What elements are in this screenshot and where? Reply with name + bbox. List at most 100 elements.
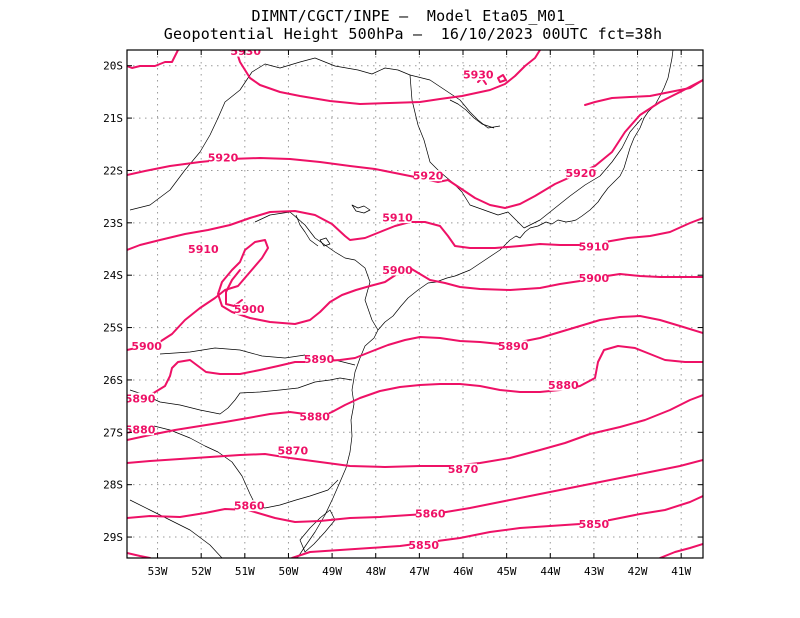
contour-label: 5930 bbox=[463, 69, 494, 82]
contour-label-bg bbox=[464, 69, 493, 81]
x-tick-label: 51W bbox=[235, 565, 255, 578]
x-tick-label: 41W bbox=[671, 565, 691, 578]
contour-label-bg bbox=[235, 500, 264, 512]
contour-5930-main bbox=[235, 50, 541, 105]
x-tick-label: 47W bbox=[409, 565, 429, 578]
contour-label: 5930 bbox=[230, 45, 261, 58]
reservoir-mg bbox=[449, 99, 495, 129]
contour-5880 bbox=[127, 345, 703, 441]
x-tick-label: 53W bbox=[148, 565, 168, 578]
contour-label: 5880 bbox=[125, 424, 156, 437]
contour-label: 5850 bbox=[408, 539, 439, 552]
contour-labels: 5930 5930 5920 5920 5920 5910 5910 5910 5900 5900… bbox=[125, 45, 610, 552]
contour-label-bg bbox=[231, 50, 260, 57]
contour-label: 5900 bbox=[382, 264, 413, 277]
contour-label: 5860 bbox=[234, 500, 265, 513]
contour-5930-north bbox=[127, 50, 179, 69]
contour-5890 bbox=[127, 315, 703, 403]
contour-label-bg bbox=[209, 151, 237, 163]
state-border-ms-sp bbox=[129, 57, 411, 211]
contour-label-bg bbox=[305, 353, 333, 365]
y-tick-label: 24S bbox=[103, 269, 123, 282]
contour-label-bg bbox=[566, 167, 595, 179]
contour-5850 bbox=[127, 552, 151, 558]
contour-5870 bbox=[127, 394, 703, 468]
contour-label: 5890 bbox=[498, 340, 529, 353]
y-tick-label: 27S bbox=[103, 426, 123, 439]
x-tick-label: 52W bbox=[191, 565, 211, 578]
y-tick-label: 21S bbox=[103, 112, 123, 125]
contour-5930-dot bbox=[497, 74, 507, 83]
contour-5900-main bbox=[127, 239, 703, 351]
y-tick-label: 23S bbox=[103, 217, 123, 230]
contour-label-bg bbox=[278, 445, 307, 457]
contour-label: 5910 bbox=[382, 212, 413, 225]
y-tick-label: 29S bbox=[103, 531, 123, 544]
x-tick-label: 48W bbox=[366, 565, 386, 578]
contour-label-bg bbox=[579, 518, 608, 530]
contour-label: 5900 bbox=[579, 272, 610, 285]
contour-label-bg bbox=[499, 340, 528, 352]
uruguay-border bbox=[129, 499, 223, 558]
contour-label: 5920 bbox=[208, 151, 239, 164]
contour-label-bg bbox=[127, 424, 155, 436]
contour-label-bg bbox=[383, 212, 412, 224]
contour-label: 5870 bbox=[278, 445, 309, 458]
x-tick-label: 43W bbox=[584, 565, 604, 578]
lake-itaipu bbox=[295, 214, 319, 247]
contour-label: 5900 bbox=[234, 303, 265, 316]
contour-label: 5920 bbox=[566, 167, 597, 180]
coastline bbox=[296, 50, 674, 558]
contour-label-bg bbox=[127, 392, 155, 404]
contour-5920 bbox=[127, 79, 703, 209]
gridlines bbox=[127, 50, 703, 558]
y-tick-label: 28S bbox=[103, 479, 123, 492]
contour-label: 5870 bbox=[448, 463, 479, 476]
y-tick-label: 20S bbox=[103, 60, 123, 73]
contour-label-bg bbox=[414, 170, 443, 182]
state-border-sp-mg bbox=[409, 74, 525, 229]
contour-5930-east bbox=[584, 79, 703, 106]
contour-label: 5850 bbox=[579, 518, 610, 531]
contour-label: 5860 bbox=[415, 507, 446, 520]
contour-label: 5890 bbox=[304, 353, 335, 366]
mg-inner bbox=[409, 74, 501, 129]
contour-label: 5910 bbox=[579, 240, 610, 253]
y-tick-label: 26S bbox=[103, 374, 123, 387]
contour-label: 5880 bbox=[299, 411, 330, 424]
mg-rj-border bbox=[523, 117, 643, 229]
contour-label-bg bbox=[300, 411, 329, 423]
contour-5860 bbox=[127, 459, 703, 523]
axis-ticks: 53W 52W 51W 50W 49W 48W 47W 46W 45W 44W 43W 42W 41W 2… bbox=[103, 50, 703, 578]
contour-label: 5890 bbox=[125, 392, 156, 405]
contour-label-bg bbox=[235, 303, 264, 315]
contour-label-bg bbox=[189, 243, 218, 255]
x-tick-label: 42W bbox=[628, 565, 648, 578]
contour-label-bg bbox=[449, 463, 477, 475]
y-tick-label: 25S bbox=[103, 322, 123, 335]
island-pr bbox=[319, 237, 331, 247]
state-border-sc-rs bbox=[149, 424, 339, 509]
x-tick-label: 44W bbox=[540, 565, 560, 578]
x-tick-label: 45W bbox=[497, 565, 517, 578]
contour-label-bg bbox=[383, 264, 412, 276]
contour-label-bg bbox=[549, 379, 578, 391]
x-tick-label: 49W bbox=[322, 565, 342, 578]
contour-label: 5920 bbox=[413, 170, 444, 183]
y-tick-label: 22S bbox=[103, 164, 123, 177]
contour-label-bg bbox=[409, 539, 438, 551]
contour-label-bg bbox=[416, 507, 445, 519]
contour-label-bg bbox=[579, 272, 608, 284]
contour-label-bg bbox=[132, 340, 161, 352]
island-sp bbox=[351, 204, 371, 214]
contour-5850-b bbox=[291, 495, 703, 558]
contours bbox=[127, 50, 703, 558]
state-border-pr bbox=[254, 211, 379, 331]
x-tick-label: 50W bbox=[279, 565, 299, 578]
contour-label: 5900 bbox=[131, 340, 162, 353]
map-frame bbox=[126, 49, 704, 559]
contour-label: 5880 bbox=[548, 379, 579, 392]
title-line-1: DIMNT/CGCT/INPE – Model Eta05_M01_ bbox=[251, 7, 575, 25]
country-border-argentina bbox=[129, 377, 353, 415]
